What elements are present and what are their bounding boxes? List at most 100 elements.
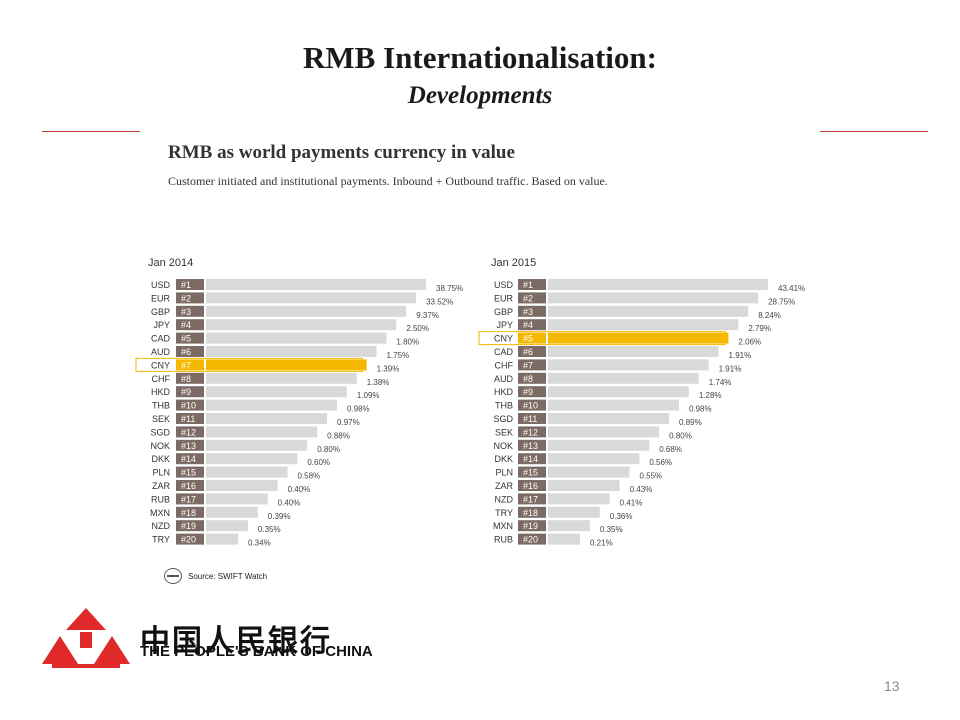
rank-box [176,520,204,532]
currency-code: GBP [151,307,170,317]
value-label: 0.68% [659,445,682,454]
value-bar [206,413,328,424]
rank-box [518,533,546,545]
rank-label: #1 [523,280,533,290]
currency-code: NOK [150,441,170,451]
currency-code: CNY [494,334,513,344]
currency-code: PLN [495,468,513,478]
value-bar [548,480,620,491]
value-bar [548,453,640,465]
value-bar [548,359,709,371]
currency-code: NOK [493,441,513,451]
value-bar [206,466,288,478]
rank-box [518,359,546,371]
value-bar [548,466,630,478]
rank-label: #4 [181,320,191,330]
value-label: 0.41% [620,498,643,507]
rank-label: #13 [523,441,538,451]
currency-code: PLN [152,468,170,478]
currency-code: CAD [494,347,514,357]
rank-box [518,439,546,451]
rank-label: #1 [181,280,191,290]
currency-code: TRY [152,535,170,545]
rank-label: #3 [523,307,533,317]
currency-code: ZAR [152,481,171,491]
value-label: 0.89% [679,418,702,427]
value-bar [548,506,600,518]
value-bar [548,399,679,411]
source-text: Source: SWIFT Watch [188,571,268,581]
bank-name-english: THE PEOPLE'S BANK OF CHINA [140,643,373,660]
currency-code: CHF [495,360,514,370]
rank-box [518,305,546,317]
rank-label: #18 [523,508,538,518]
rank-label: #10 [523,401,538,411]
value-bar [548,279,768,290]
rank-label: #20 [181,535,196,545]
value-label: 38.75% [436,284,463,293]
rank-label: #9 [181,387,191,397]
value-bar [548,493,610,505]
rank-label: #17 [523,494,538,504]
value-label: 2.79% [748,324,771,333]
rank-label: #8 [523,374,533,384]
chart-title: RMB as world payments currency in value [168,142,515,163]
rank-box [518,346,546,357]
value-label: 2.06% [738,338,761,347]
value-label: 2.50% [406,324,429,333]
currency-code: HKD [494,387,514,397]
panel-title: Jan 2014 [148,257,193,269]
rank-label: #18 [181,508,196,518]
currency-code: SEK [495,427,513,437]
currency-code: EUR [494,293,514,303]
rank-label: #7 [181,360,191,370]
rank-box [176,292,204,304]
value-bar [206,453,298,465]
rank-box [518,319,546,331]
value-bar [206,386,347,398]
value-bar [548,319,739,331]
value-label: 0.21% [590,539,613,548]
currency-code: RUB [494,535,513,545]
value-bar [206,372,357,384]
rank-label: #19 [181,521,196,531]
rank-box [176,359,204,371]
rank-label: #6 [523,347,533,357]
value-bar [548,426,660,438]
rank-label: #17 [181,494,196,504]
rank-box [176,453,204,465]
value-label: 1.91% [719,364,742,373]
value-label: 0.40% [288,485,311,494]
currency-code: SGD [493,414,513,424]
rank-box [518,453,546,465]
value-label: 1.09% [357,391,380,400]
rank-box [518,506,546,518]
rank-label: #16 [181,481,196,491]
value-label: 0.40% [278,498,301,507]
value-bar [548,413,670,424]
value-label: 0.60% [307,458,330,467]
rank-box [176,439,204,451]
value-bar [548,292,759,304]
rank-box [518,332,546,344]
rank-label: #19 [523,521,538,531]
rank-box [176,386,204,398]
currency-code: USD [494,280,514,290]
value-label: 33.52% [426,297,453,306]
value-label: 0.35% [600,525,623,534]
rank-box [518,413,546,424]
currency-code: DKK [151,454,170,464]
value-label: 0.97% [337,418,360,427]
rank-box [518,292,546,304]
value-label: 0.98% [689,405,712,414]
rank-label: #11 [523,414,537,424]
slide-title: RMB Internationalisation: [303,40,657,75]
value-label: 1.91% [729,351,752,360]
rank-label: #11 [181,414,195,424]
value-label: 1.74% [709,378,732,387]
rank-box [176,346,204,357]
rank-box [176,426,204,438]
page-number: 13 [884,678,900,694]
currency-code: NZD [495,494,514,504]
slide-subtitle: Developments [407,82,553,109]
